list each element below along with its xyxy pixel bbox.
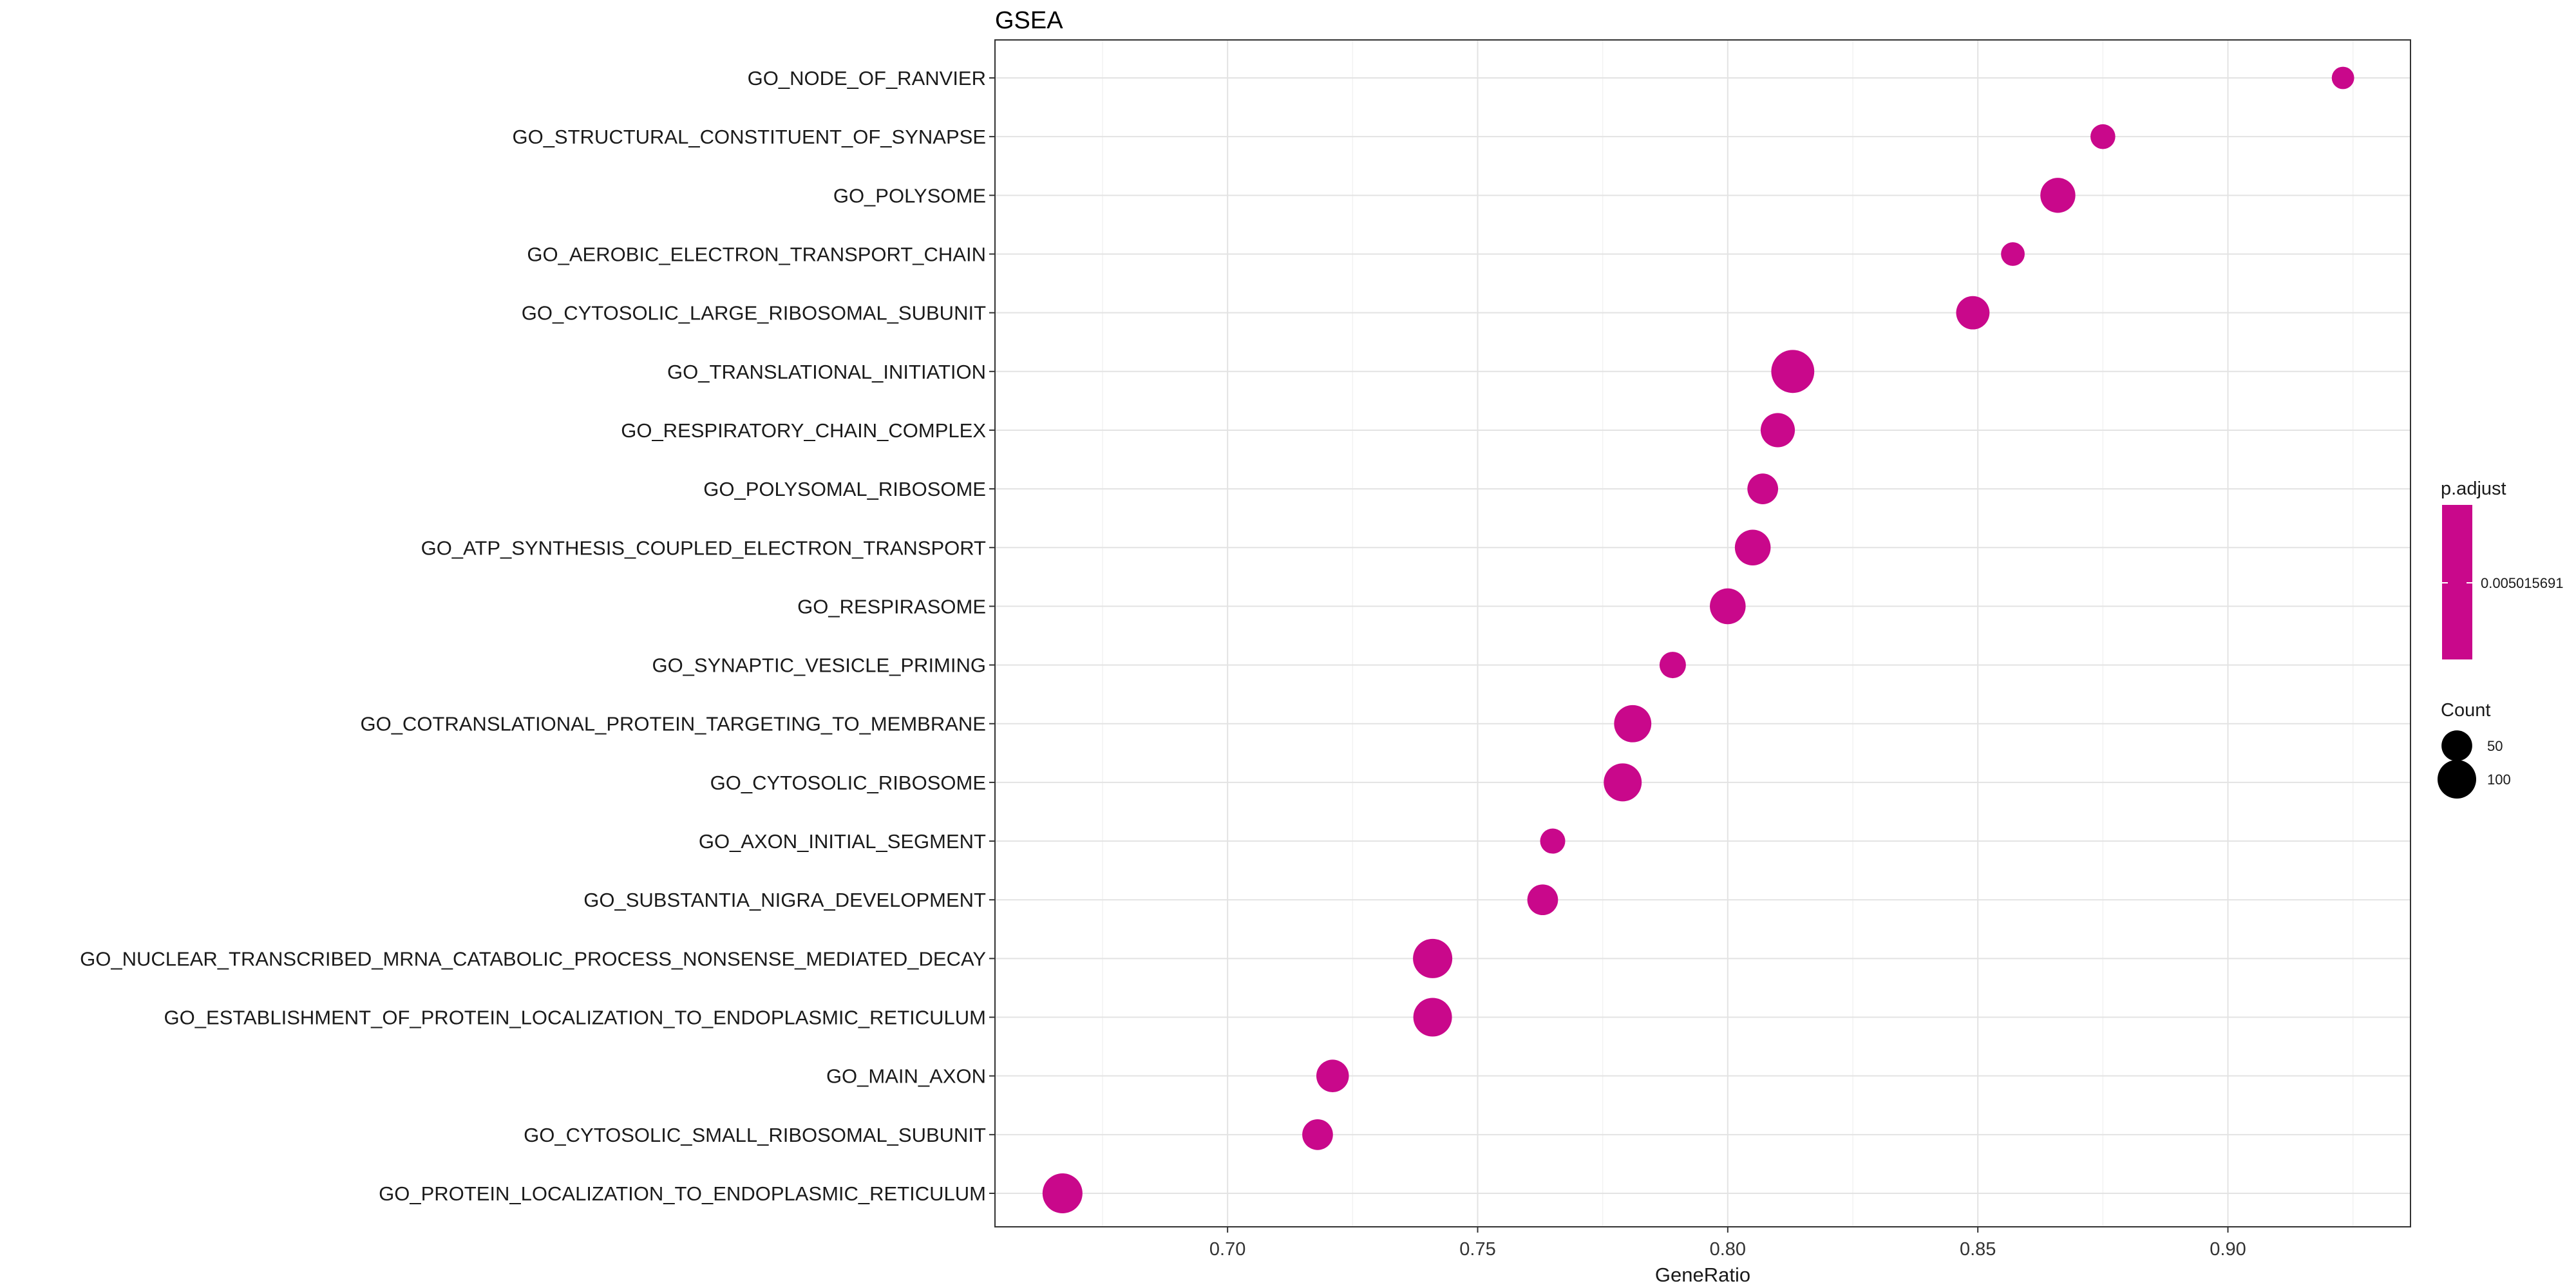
data-point	[1302, 1119, 1333, 1150]
data-point	[1540, 828, 1566, 854]
data-point	[2040, 178, 2076, 213]
chart-title: GSEA	[995, 7, 1063, 34]
y-tick-label: GO_COTRANSLATIONAL_PROTEIN_TARGETING_TO_…	[360, 713, 986, 735]
legend-size-entries: 50 100	[2438, 730, 2511, 799]
y-tick-label: GO_STRUCTURAL_CONSTITUENT_OF_SYNAPSE	[512, 126, 986, 148]
y-axis-labels: GO_NODE_OF_RANVIER GO_STRUCTURAL_CONSTITU…	[80, 67, 995, 1205]
y-tick-label: GO_ESTABLISHMENT_OF_PROTEIN_LOCALIZATION…	[164, 1007, 986, 1029]
data-point	[2090, 124, 2116, 149]
data-point	[1710, 588, 1746, 625]
plot-panel	[995, 40, 2410, 1227]
grid-lines	[995, 40, 2410, 1227]
data-points	[1042, 66, 2354, 1214]
y-tick-label: GO_AEROBIC_ELECTRON_TRANSPORT_CHAIN	[527, 243, 986, 265]
plot-panel-border	[994, 39, 2411, 1227]
legend-size-label: 50	[2487, 738, 2503, 754]
data-point	[1042, 1173, 1083, 1214]
y-tick-label: GO_NUCLEAR_TRANSCRIBED_MRNA_CATABOLIC_PR…	[80, 947, 986, 970]
x-axis-ticks: 0.70 0.75 0.80 0.85 0.90	[1209, 1227, 2246, 1260]
data-point	[1747, 473, 1779, 504]
data-point	[1760, 413, 1795, 448]
data-point	[1604, 763, 1642, 802]
legend-size-label: 100	[2487, 772, 2511, 788]
y-tick-label: GO_NODE_OF_RANVIER	[748, 67, 986, 90]
y-tick-label: GO_POLYSOMAL_RIBOSOME	[703, 478, 986, 500]
data-point	[1527, 884, 1558, 916]
data-point	[1659, 652, 1686, 679]
y-tick-label: GO_TRANSLATIONAL_INITIATION	[667, 361, 986, 383]
y-tick-label: GO_SUBSTANTIA_NIGRA_DEVELOPMENT	[583, 889, 986, 911]
y-tick-label: GO_CYTOSOLIC_LARGE_RIBOSOMAL_SUBUNIT	[522, 302, 986, 325]
legend-color-title: p.adjust	[2441, 478, 2506, 499]
x-tick-label: 0.90	[2210, 1239, 2246, 1260]
y-tick-label: GO_PROTEIN_LOCALIZATION_TO_ENDOPLASMIC_R…	[379, 1182, 986, 1205]
data-point	[1316, 1059, 1349, 1092]
legend-size-key	[2438, 760, 2476, 799]
x-tick-label: 0.80	[1710, 1239, 1746, 1260]
data-point	[1614, 705, 1652, 743]
y-tick-label: GO_RESPIRATORY_CHAIN_COMPLEX	[621, 419, 986, 442]
legend-size-key	[2441, 730, 2472, 761]
legend-color-label: 0.005015691	[2481, 575, 2563, 591]
data-point	[1413, 998, 1452, 1037]
data-point	[1734, 529, 1771, 566]
data-point	[1956, 296, 1990, 330]
y-tick-label: GO_MAIN_AXON	[826, 1065, 986, 1088]
y-tick-label: GO_ATP_SYNTHESIS_COUPLED_ELECTRON_TRANSP…	[421, 536, 986, 559]
legend-size-title: Count	[2441, 700, 2490, 721]
x-tick-label: 0.75	[1459, 1239, 1495, 1260]
x-tick-label: 0.70	[1209, 1239, 1245, 1260]
data-point	[2001, 242, 2025, 266]
x-tick-label: 0.85	[1960, 1239, 1996, 1260]
data-point	[1771, 350, 1815, 393]
data-point	[2331, 66, 2354, 90]
y-tick-label: GO_SYNAPTIC_VESICLE_PRIMING	[652, 654, 986, 677]
x-axis-title: GeneRatio	[1655, 1264, 1750, 1286]
legend: p.adjust 0.005015691 Count 50 100	[2438, 478, 2563, 799]
y-tick-label: GO_CYTOSOLIC_SMALL_RIBOSOMAL_SUBUNIT	[524, 1124, 986, 1146]
y-tick-label: GO_POLYSOME	[833, 184, 986, 207]
y-tick-label: GO_RESPIRASOME	[797, 595, 986, 618]
data-point	[1413, 938, 1453, 978]
y-tick-label: GO_AXON_INITIAL_SEGMENT	[699, 830, 986, 853]
y-tick-label: GO_CYTOSOLIC_RIBOSOME	[710, 772, 986, 794]
